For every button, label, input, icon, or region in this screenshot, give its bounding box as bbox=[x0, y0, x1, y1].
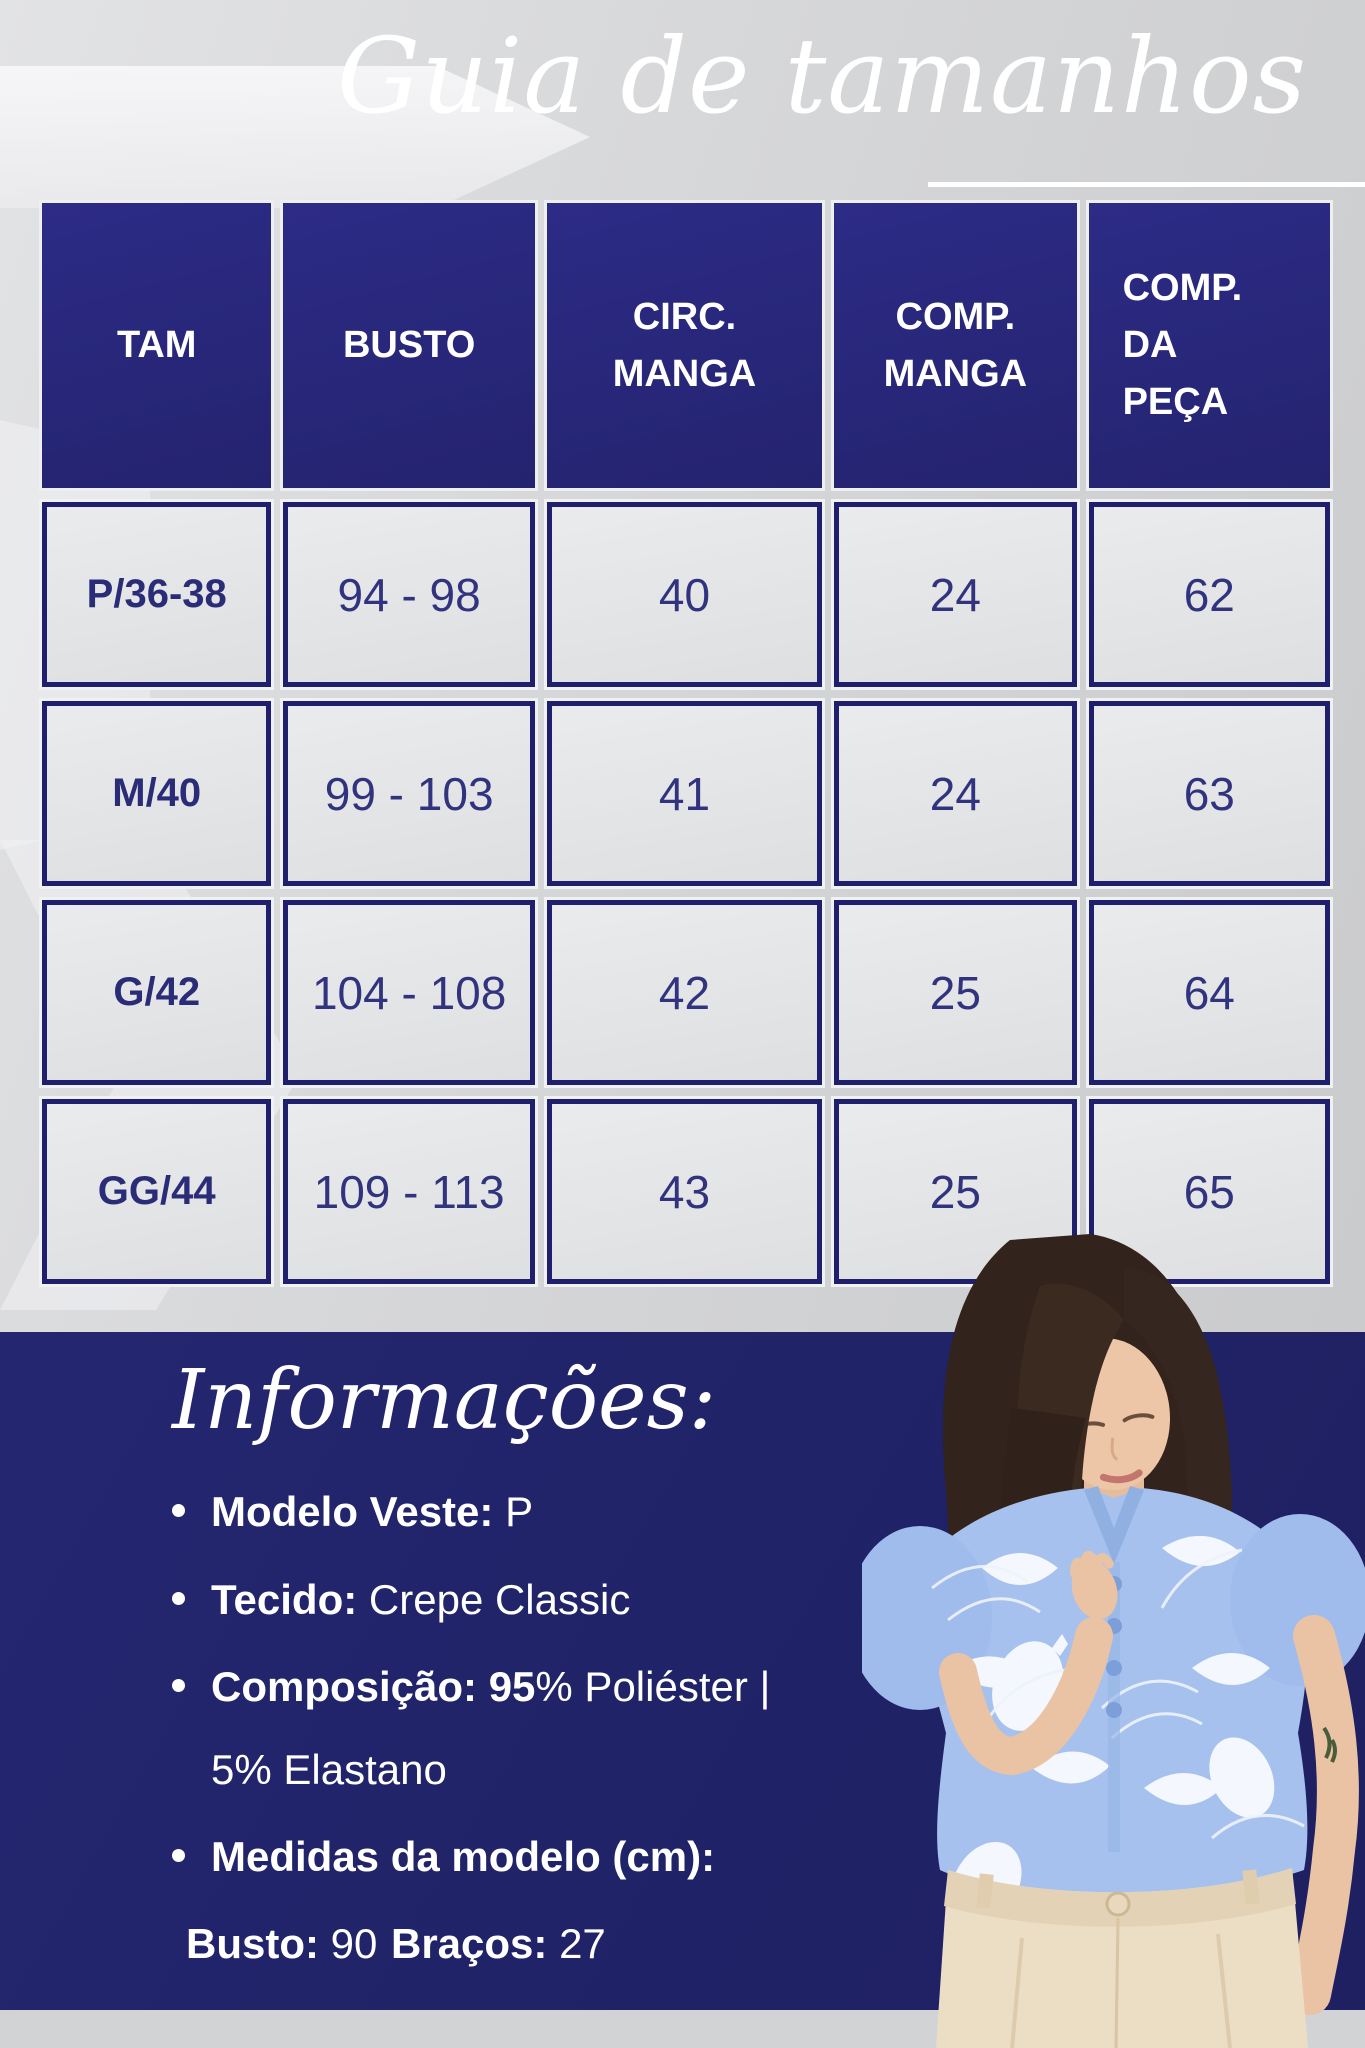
table-cell: 104 - 108 bbox=[280, 897, 538, 1088]
model-photo bbox=[862, 1234, 1365, 2048]
table-cell: 94 - 98 bbox=[280, 499, 538, 690]
table-cell: 62 bbox=[1085, 499, 1333, 690]
table-cell: 40 bbox=[543, 499, 826, 690]
table-cell: 99 - 103 bbox=[280, 698, 538, 889]
table-cell-size: M/40 bbox=[38, 698, 275, 889]
bullet-icon bbox=[172, 1591, 185, 1605]
list-item-composicao: Composição: 95% Poliéster | 5% Elastano bbox=[172, 1661, 1365, 1796]
table-cell: 24 bbox=[831, 499, 1080, 690]
title-underline bbox=[928, 182, 1365, 187]
table-cell: 109 - 113 bbox=[280, 1096, 538, 1287]
list-item-modelo-veste: Modelo Veste: P bbox=[172, 1486, 1365, 1539]
list-item-tecido: Tecido: Crepe Classic bbox=[172, 1574, 1365, 1627]
info-heading: Informações: bbox=[172, 1353, 717, 1448]
measure-row: Busto: 90 Braços: 27 bbox=[186, 1919, 606, 1967]
table-cell: 41 bbox=[543, 698, 826, 889]
header-cell-comp-manga: COMP. MANGA bbox=[831, 200, 1080, 491]
table-cell: 63 bbox=[1085, 698, 1333, 889]
bullet-icon bbox=[172, 1679, 185, 1693]
composicao-line2: 5% Elastano bbox=[211, 1745, 447, 1793]
header-cell-comp-da-peca: COMP. DA PEÇA bbox=[1085, 200, 1333, 491]
table-cell: 25 bbox=[831, 897, 1080, 1088]
table-cell: 65 bbox=[1085, 1096, 1333, 1287]
header-cell-tam: TAM bbox=[38, 200, 275, 491]
table-cell: 24 bbox=[831, 698, 1080, 889]
list-item-medidas: Medidas da modelo (cm): bbox=[172, 1831, 1365, 1884]
table-cell-size: GG/44 bbox=[38, 1096, 275, 1287]
table-cell: 64 bbox=[1085, 897, 1333, 1088]
header-cell-busto: BUSTO bbox=[280, 200, 538, 491]
table-cell-size: G/42 bbox=[38, 897, 275, 1088]
bullet-icon bbox=[172, 1504, 185, 1518]
table-cell: 43 bbox=[543, 1096, 826, 1287]
page-title: Guia de tamanhos bbox=[337, 15, 1307, 137]
table-cell: 42 bbox=[543, 897, 826, 1088]
size-chart-table: TAM BUSTO CIRC. MANGA COMP. MANGA COMP. … bbox=[38, 200, 1333, 1287]
bullet-icon bbox=[172, 1849, 185, 1863]
table-cell-size: P/36-38 bbox=[38, 499, 275, 690]
info-list: Modelo Veste: P Tecido: Crepe Classic Co… bbox=[172, 1486, 1365, 1884]
header-cell-circ-manga: CIRC. MANGA bbox=[543, 200, 826, 491]
